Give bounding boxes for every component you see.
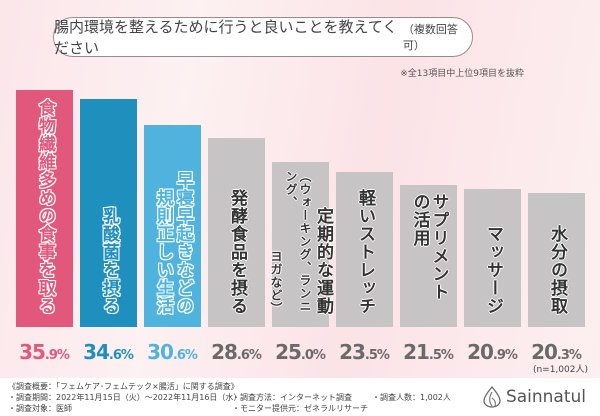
sample-size: (n=1,002人): [532, 365, 588, 375]
category-label: サプリメントの活用: [396, 193, 461, 315]
category-label: 軽いストレッチ: [332, 180, 397, 315]
category-label-line: 規則正しい生活: [153, 188, 173, 315]
value-label: 20.9%: [467, 340, 518, 364]
extraction-note: ※全13項目中上位9項目を抜粋: [400, 69, 524, 79]
bar: [272, 161, 329, 327]
category-label-line: ヨガなど）: [269, 249, 283, 315]
bar: [144, 124, 201, 327]
category-label-line: 乳酸菌を摂る: [99, 206, 119, 315]
value-label: 34.6%: [83, 340, 134, 364]
category-label: 早寝早起きなどの 規則正しい生活: [140, 133, 205, 315]
brand-logo: Sainnatul: [482, 386, 586, 408]
value-label: 30.6%: [147, 340, 198, 364]
survey-method: ・調査方法：インターネット調査: [232, 393, 352, 402]
value-label: 35.9%: [19, 340, 70, 364]
value-label: 25.0%: [275, 340, 326, 364]
bar: [208, 138, 265, 327]
bar: [400, 185, 457, 327]
category-label-line: 食物繊維多めの食事を取る: [35, 99, 55, 315]
bar: [464, 189, 521, 327]
survey-footer: 《調査概要：「フェムケア･フェムテック×腸活」に関する調査》 ・調査期間：202…: [0, 378, 600, 416]
category-label-line: 定期的な運動: [313, 206, 333, 315]
category-label-line: 水分の摂取: [547, 224, 567, 315]
category-label: 定期的な運動 （ウォーキング、ランニング、 ヨガなど）: [268, 170, 333, 315]
drop-leaf-icon: [483, 386, 501, 408]
category-label: 食物繊維多めの食事を取る: [12, 98, 77, 315]
bar: [80, 98, 137, 327]
bar: [16, 90, 73, 327]
survey-target: ・調査対象：医師: [8, 404, 72, 413]
bar: [528, 192, 585, 327]
category-label: 乳酸菌を摂る: [76, 107, 141, 315]
category-label-line: サプリメントの活用: [409, 193, 449, 302]
category-label-line: （ウォーキング、ランニング、: [284, 169, 312, 313]
bar: [336, 171, 393, 327]
value-label: 20.3%: [531, 340, 582, 364]
question-title: 腸内環境を整えるために行うと良いことを教えてください （複数回答可）: [53, 17, 473, 57]
value-label: 28.6%: [211, 340, 262, 364]
monitor-provider: ・モニター提供元：ゼネラルリサーチ: [232, 404, 368, 413]
survey-period: ・調査期間：2022年11月15日（火）〜2022年11月16日（水）: [8, 393, 242, 402]
category-label: 発酵食品を摂る: [204, 146, 269, 315]
value-label: 21.5%: [403, 340, 454, 364]
category-label: 水分の摂取: [524, 201, 589, 315]
category-label-line: 早寝早起きなどの: [173, 170, 193, 315]
category-label-line: 発酵食品を摂る: [227, 188, 247, 315]
survey-count: ・調査人数：1,002人: [372, 393, 451, 402]
brand-name: Sainnatul: [505, 387, 586, 407]
category-label: マッサージ: [460, 197, 525, 315]
survey-summary: 《調査概要：「フェムケア･フェムテック×腸活」に関する調査》: [8, 382, 239, 391]
value-label: 23.5%: [339, 340, 390, 364]
title-text: 腸内環境を整えるために行うと良いことを教えてください: [54, 18, 398, 57]
title-suffix: （複数回答可）: [402, 23, 458, 52]
category-label-line: マッサージ: [483, 224, 503, 315]
category-label-line: 軽いストレッチ: [355, 188, 375, 315]
